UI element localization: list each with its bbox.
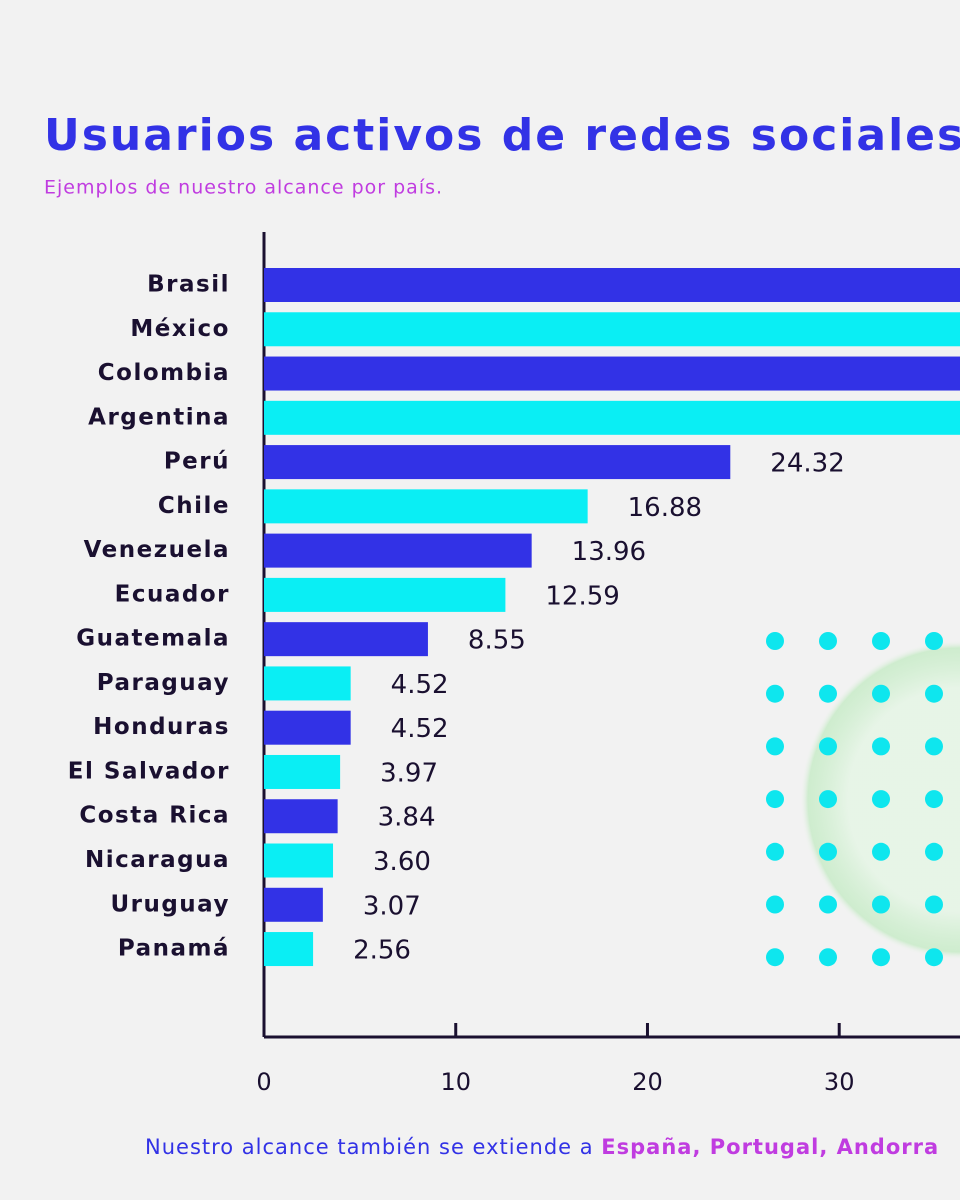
value-label: 4.52 bbox=[391, 714, 449, 744]
dot bbox=[872, 895, 890, 914]
footer: Nuestro alcance también se extiende a Es… bbox=[145, 1135, 939, 1159]
dot bbox=[766, 948, 784, 967]
dot bbox=[766, 737, 784, 756]
value-label: 3.60 bbox=[373, 847, 431, 877]
dot bbox=[872, 790, 890, 809]
y-tick-label: Guatemala bbox=[76, 626, 230, 652]
dot bbox=[819, 632, 837, 650]
x-tick-label: 20 bbox=[632, 1068, 663, 1096]
dot bbox=[766, 895, 784, 914]
dot bbox=[925, 737, 943, 756]
y-tick-label: Chile bbox=[158, 493, 230, 519]
value-label: 3.84 bbox=[378, 803, 436, 833]
value-label: 2.56 bbox=[353, 936, 411, 966]
y-tick-label: Brasil bbox=[147, 272, 230, 298]
dot bbox=[766, 632, 784, 650]
dot bbox=[925, 842, 943, 861]
dot bbox=[819, 895, 837, 914]
title-text: Usuarios activos de redes sociales bbox=[44, 110, 960, 161]
dot bbox=[819, 684, 837, 703]
bar bbox=[264, 799, 338, 834]
y-tick-label: Argentina bbox=[88, 404, 230, 430]
value-label: 4.52 bbox=[391, 670, 449, 700]
dot bbox=[819, 948, 837, 967]
value-label: 16.88 bbox=[628, 493, 702, 523]
y-tick-label: Ecuador bbox=[115, 581, 230, 607]
y-tick-label: Panamá bbox=[118, 936, 230, 962]
chart-title: Usuarios activos de redes sociales. bbox=[44, 110, 960, 161]
bar bbox=[264, 932, 314, 967]
y-tick-label: Uruguay bbox=[110, 891, 230, 917]
y-tick-label: El Salvador bbox=[68, 758, 230, 784]
bar bbox=[264, 445, 731, 480]
bar bbox=[264, 887, 323, 922]
dot bbox=[872, 948, 890, 967]
x-tick-label: 0 bbox=[256, 1068, 271, 1096]
y-tick-label: Honduras bbox=[93, 714, 230, 740]
bar bbox=[264, 754, 341, 789]
bar bbox=[264, 356, 960, 391]
dot bbox=[766, 842, 784, 861]
bar bbox=[264, 710, 351, 745]
bar bbox=[264, 666, 351, 701]
bar bbox=[264, 577, 506, 612]
bar bbox=[264, 400, 960, 435]
dot bbox=[925, 632, 943, 650]
bar bbox=[264, 622, 428, 657]
dot bbox=[819, 737, 837, 756]
dot bbox=[766, 684, 784, 703]
dot bbox=[872, 632, 890, 650]
x-tick-label: 10 bbox=[440, 1068, 471, 1096]
y-tick-label: Paraguay bbox=[97, 670, 230, 696]
bar bbox=[264, 533, 532, 568]
bar bbox=[264, 489, 588, 524]
dot bbox=[925, 790, 943, 809]
footer-highlight: España, Portugal, Andorra bbox=[601, 1135, 939, 1159]
bar bbox=[264, 843, 334, 878]
value-label: 12.59 bbox=[545, 581, 619, 611]
y-tick-label: Perú bbox=[164, 449, 230, 475]
bar bbox=[264, 312, 960, 347]
y-tick-label: México bbox=[130, 316, 230, 342]
bar bbox=[264, 268, 960, 302]
value-label: 3.97 bbox=[380, 758, 438, 788]
y-tick-label: Venezuela bbox=[84, 537, 230, 563]
plot: 0 10 20 30 Brasil México Colombia Argentina Perú… bbox=[68, 232, 960, 1096]
dot bbox=[766, 790, 784, 809]
dot bbox=[925, 948, 943, 967]
y-tick-label: Costa Rica bbox=[79, 803, 230, 829]
dot bbox=[819, 790, 837, 809]
dot bbox=[872, 842, 890, 861]
chart-subtitle: Ejemplos de nuestro alcance por país. bbox=[44, 177, 443, 199]
y-tick-label: Nicaragua bbox=[85, 847, 230, 873]
dot bbox=[872, 684, 890, 703]
dot bbox=[872, 737, 890, 756]
dot bbox=[819, 842, 837, 861]
dot bbox=[925, 895, 943, 914]
value-label: 13.96 bbox=[572, 537, 646, 567]
x-tick-label: 30 bbox=[824, 1068, 855, 1096]
footer-text: Nuestro alcance también se extiende a bbox=[145, 1135, 601, 1159]
value-label: 8.55 bbox=[468, 626, 526, 656]
value-label: 3.07 bbox=[363, 891, 421, 921]
y-tick-label: Colombia bbox=[98, 360, 230, 386]
dot bbox=[925, 684, 943, 703]
value-label: 24.32 bbox=[770, 449, 844, 479]
dot-decoration bbox=[766, 632, 943, 967]
